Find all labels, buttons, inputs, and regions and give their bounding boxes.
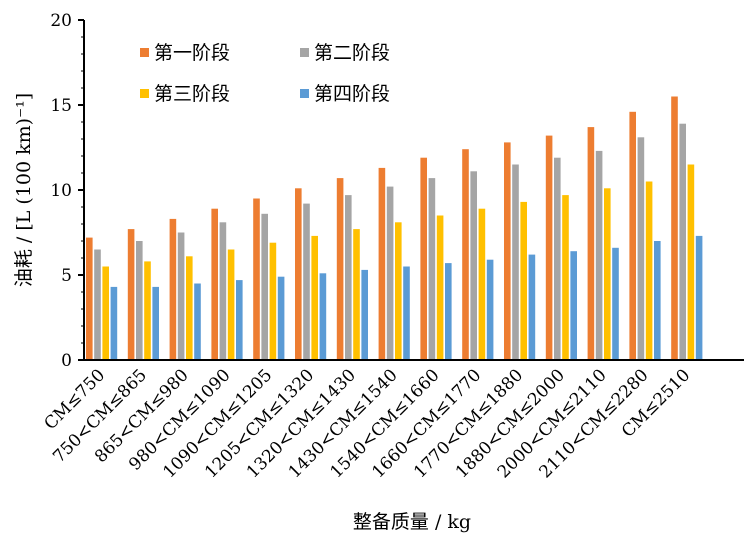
bar-series-4 — [194, 283, 201, 360]
bar-series-1 — [336, 178, 344, 360]
legend-swatch — [300, 48, 309, 57]
bar-series-1 — [504, 142, 511, 360]
y-tick-label: 15 — [50, 96, 72, 116]
bar-series-2 — [261, 213, 268, 360]
bar-series-2 — [470, 171, 477, 360]
bar-series-4 — [152, 286, 159, 360]
bar-series-3 — [645, 181, 653, 360]
bar-series-4 — [528, 254, 536, 360]
legend-label: 第二阶段 — [314, 42, 390, 64]
bar-series-3 — [102, 266, 109, 360]
bar-series-2 — [386, 186, 394, 360]
bar-series-3 — [478, 208, 486, 360]
bar-series-1 — [545, 135, 553, 360]
bar-series-3 — [395, 222, 402, 360]
bar-series-3 — [186, 256, 193, 360]
bar-series-1 — [671, 96, 678, 360]
bar-series-1 — [253, 198, 260, 360]
legend-label: 第一阶段 — [154, 42, 230, 64]
bar-series-1 — [420, 157, 427, 360]
bar-series-2 — [219, 222, 227, 360]
bar-series-1 — [295, 188, 302, 360]
bar-series-1 — [629, 111, 636, 360]
legend-swatch — [300, 89, 309, 98]
legend-swatch — [140, 48, 149, 57]
bar-series-4 — [486, 259, 494, 360]
legend-label: 第四阶段 — [314, 83, 390, 105]
bar-series-1 — [127, 229, 135, 360]
bar-series-4 — [236, 280, 243, 360]
x-axis-title: 整备质量 / kg — [353, 511, 471, 533]
bar-series-3 — [687, 164, 695, 360]
bar-series-2 — [512, 164, 519, 360]
bar-series-1 — [378, 167, 386, 360]
bar-series-4 — [319, 273, 327, 360]
bar-series-1 — [169, 218, 177, 360]
y-tick-label: 0 — [61, 351, 72, 371]
bar-series-2 — [428, 178, 436, 360]
legend-swatch — [140, 89, 149, 98]
bars-layer — [86, 96, 703, 360]
bar-series-1 — [587, 127, 595, 360]
bar-series-2 — [595, 150, 603, 360]
bar-series-2 — [303, 203, 310, 360]
bar-series-4 — [361, 269, 368, 360]
bar-series-3 — [604, 188, 611, 360]
x-tick-labels: CM≤750750<CM≤865865<CM≤980980<CM≤1090109… — [40, 365, 694, 482]
bar-series-3 — [436, 215, 444, 360]
bar-series-1 — [462, 149, 469, 360]
bar-series-3 — [227, 249, 235, 360]
bar-series-4 — [695, 235, 703, 360]
y-tick-label: 10 — [50, 181, 72, 201]
bar-series-2 — [94, 249, 101, 360]
bar-series-2 — [345, 195, 352, 360]
bar-series-3 — [144, 261, 151, 360]
bar-series-3 — [520, 201, 527, 360]
bar-series-2 — [177, 232, 185, 360]
bar-series-2 — [679, 123, 686, 360]
y-axis-title: 油耗 / [L (100 km)⁻¹] — [13, 93, 35, 287]
y-tick-labels: 0 5 10 15 20 — [50, 11, 72, 371]
bar-series-1 — [211, 208, 218, 360]
legend-label: 第三阶段 — [154, 83, 230, 105]
bar-series-3 — [269, 242, 277, 360]
y-tick-label: 5 — [61, 266, 72, 286]
bar-series-3 — [353, 229, 360, 360]
bar-series-4 — [445, 263, 452, 360]
axes-layer — [78, 19, 744, 361]
bar-series-2 — [637, 137, 645, 360]
bar-series-4 — [654, 241, 661, 360]
bar-series-4 — [110, 286, 118, 360]
bar-series-4 — [403, 266, 410, 360]
bar-series-2 — [136, 241, 143, 360]
bar-series-4 — [612, 247, 619, 360]
bar-series-1 — [86, 237, 93, 360]
bar-series-3 — [311, 235, 318, 360]
bar-series-2 — [554, 157, 561, 360]
bar-series-4 — [570, 251, 577, 360]
bar-series-3 — [562, 195, 569, 360]
y-tick-label: 20 — [50, 11, 72, 31]
bar-series-4 — [277, 276, 285, 360]
